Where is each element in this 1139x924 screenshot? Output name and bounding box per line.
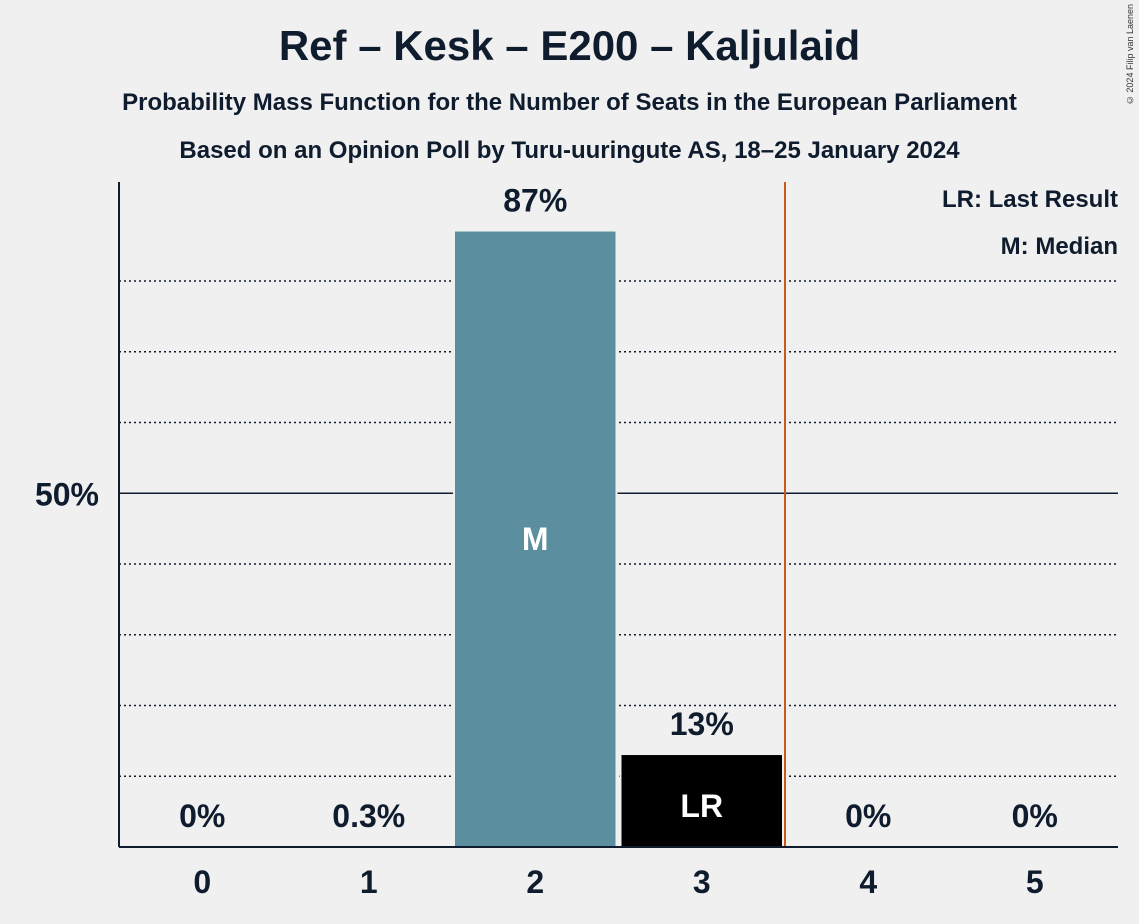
chart-subtitle: Probability Mass Function for the Number…	[122, 89, 1017, 116]
median-marker: M	[522, 521, 549, 557]
x-tick-4: 4	[859, 864, 877, 900]
bar-3	[621, 755, 782, 847]
x-tick-2: 2	[526, 864, 544, 900]
chart-source: Based on an Opinion Poll by Turu-uuringu…	[179, 137, 960, 164]
chart-title: Ref – Kesk – E200 – Kaljulaid	[278, 22, 861, 69]
value-label-5: 0%	[1012, 798, 1058, 834]
value-label-3: 13%	[670, 706, 734, 742]
x-tick-5: 5	[1026, 864, 1044, 900]
x-tick-3: 3	[693, 864, 711, 900]
bar-2	[455, 231, 616, 848]
y-tick-50: 50%	[35, 476, 99, 512]
x-tick-0: 0	[193, 864, 211, 900]
last-result-marker: LR	[680, 788, 723, 824]
value-label-4: 0%	[845, 798, 891, 834]
value-label-0: 0%	[179, 798, 225, 834]
value-label-2: 87%	[503, 183, 567, 219]
legend-median: M: Median	[1000, 233, 1118, 260]
x-tick-1: 1	[360, 864, 378, 900]
value-label-1: 0.3%	[332, 798, 405, 834]
legend-last-result: LR: Last Result	[941, 186, 1118, 213]
